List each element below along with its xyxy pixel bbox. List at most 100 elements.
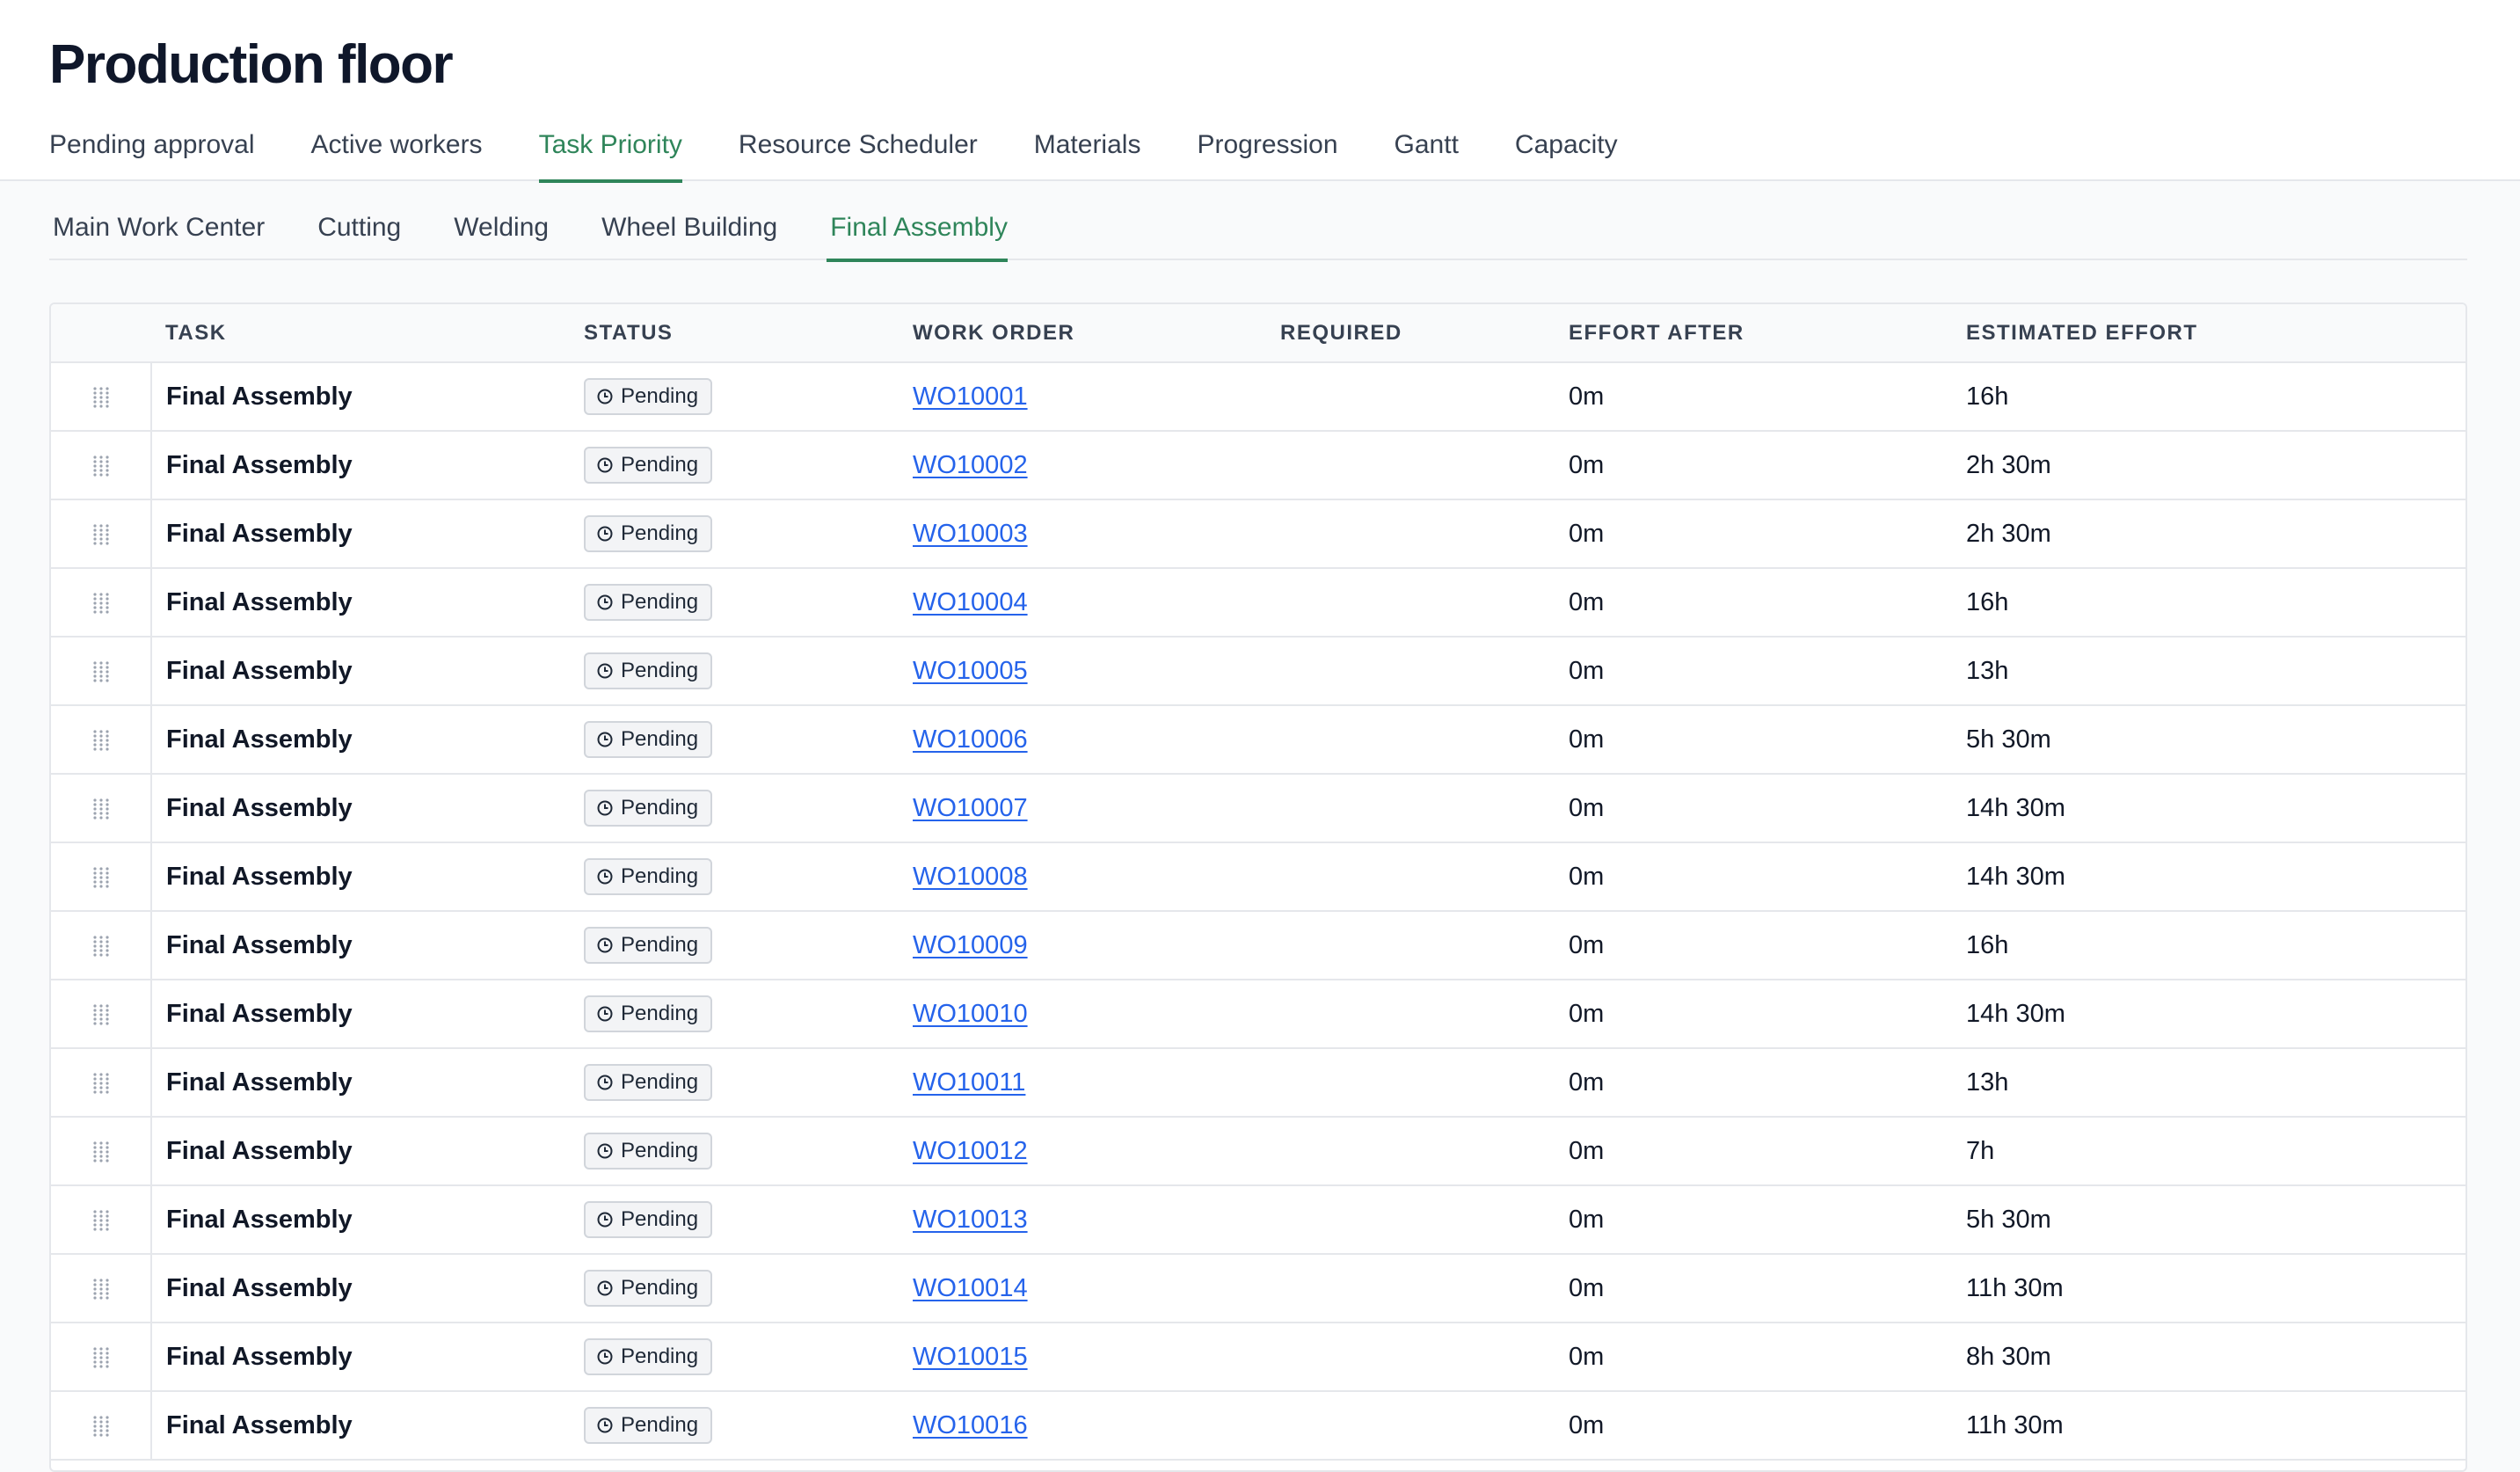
drag-handle-icon[interactable] xyxy=(92,1415,110,1438)
status-label: Pending xyxy=(621,933,699,957)
table-row[interactable]: Final Assembly Pending WO10005 0m 13h xyxy=(51,637,2465,706)
tab-materials[interactable]: Materials xyxy=(1033,130,1141,159)
subtab-final-assembly[interactable]: Final Assembly xyxy=(827,208,1008,262)
drag-handle-cell[interactable] xyxy=(51,431,152,500)
drag-handle-cell[interactable] xyxy=(51,1117,152,1186)
work-order-link[interactable]: WO10008 xyxy=(913,862,1028,891)
tab-resource-scheduler[interactable]: Resource Scheduler xyxy=(738,130,978,159)
table-row[interactable]: Final Assembly Pending WO10015 0m 8h 30m xyxy=(51,1323,2465,1392)
drag-column-header xyxy=(51,304,151,363)
effort-after-cell: 0m xyxy=(1555,1323,1952,1392)
status-cell: Pending xyxy=(570,1391,899,1461)
drag-handle-cell[interactable] xyxy=(51,705,152,775)
drag-handle-cell[interactable] xyxy=(51,568,152,638)
subtab-cutting[interactable]: Cutting xyxy=(317,213,402,242)
work-order-link[interactable]: WO10016 xyxy=(913,1410,1028,1439)
drag-handle-icon[interactable] xyxy=(92,592,110,615)
work-order-link[interactable]: WO10013 xyxy=(913,1205,1028,1234)
status-cell: Pending xyxy=(570,911,899,980)
tab-task-priority[interactable]: Task Priority xyxy=(538,125,683,183)
drag-handle-icon[interactable] xyxy=(92,1003,110,1026)
work-order-link[interactable]: WO10001 xyxy=(913,382,1028,411)
drag-handle-cell[interactable] xyxy=(51,1391,152,1461)
table-row[interactable]: Final Assembly Pending WO10013 0m 5h 30m xyxy=(51,1185,2465,1255)
work-order-cell: WO10015 xyxy=(899,1323,1266,1392)
work-order-link[interactable]: WO10011 xyxy=(913,1068,1026,1097)
table-row[interactable]: Final Assembly Pending WO10008 0m 14h 30m xyxy=(51,842,2465,912)
drag-handle-cell[interactable] xyxy=(51,637,152,706)
column-header-effort-after[interactable]: EFFORT AFTER xyxy=(1555,304,1952,363)
required-cell xyxy=(1266,842,1555,912)
drag-handle-cell[interactable] xyxy=(51,842,152,912)
drag-handle-cell[interactable] xyxy=(51,911,152,980)
effort-after-cell: 0m xyxy=(1555,362,1952,432)
drag-handle-icon[interactable] xyxy=(92,1140,110,1163)
drag-handle-icon[interactable] xyxy=(92,1346,110,1369)
drag-handle-cell[interactable] xyxy=(51,499,152,569)
drag-handle-icon[interactable] xyxy=(92,1209,110,1232)
work-order-link[interactable]: WO10010 xyxy=(913,999,1028,1028)
subtab-main-work-center[interactable]: Main Work Center xyxy=(53,213,266,242)
drag-handle-cell[interactable] xyxy=(51,1323,152,1392)
drag-handle-cell[interactable] xyxy=(51,1185,152,1255)
table-row[interactable]: Final Assembly Pending WO10009 0m 16h xyxy=(51,911,2465,980)
tab-active-workers[interactable]: Active workers xyxy=(310,130,483,159)
column-header-required[interactable]: REQUIRED xyxy=(1266,304,1555,363)
status-cell: Pending xyxy=(570,1117,899,1186)
table-row[interactable]: Final Assembly Pending WO10014 0m 11h 30m xyxy=(51,1254,2465,1323)
table-row[interactable]: Final Assembly Pending WO10011 0m 13h xyxy=(51,1048,2465,1118)
status-label: Pending xyxy=(621,1207,699,1231)
table-row[interactable]: Final Assembly Pending WO10002 0m 2h 30m xyxy=(51,431,2465,500)
table-row[interactable]: Final Assembly Pending WO10010 0m 14h 30m xyxy=(51,980,2465,1049)
column-header-estimated-effort[interactable]: ESTIMATED EFFORT xyxy=(1952,304,2465,363)
table-row[interactable]: Final Assembly Pending WO10006 0m 5h 30m xyxy=(51,705,2465,775)
drag-handle-cell[interactable] xyxy=(51,1048,152,1118)
work-order-link[interactable]: WO10007 xyxy=(913,793,1028,822)
work-order-link[interactable]: WO10003 xyxy=(913,519,1028,548)
subtab-welding[interactable]: Welding xyxy=(454,213,550,242)
work-order-link[interactable]: WO10014 xyxy=(913,1273,1028,1302)
column-header-task[interactable]: TASK xyxy=(151,304,570,363)
drag-handle-cell[interactable] xyxy=(51,1254,152,1323)
drag-handle-cell[interactable] xyxy=(51,980,152,1049)
drag-handle-icon[interactable] xyxy=(92,386,110,409)
table-row[interactable]: Final Assembly Pending WO10004 0m 16h xyxy=(51,568,2465,638)
table-header-row: TASK STATUS WORK ORDER REQUIRED EFFORT A… xyxy=(51,304,2465,363)
status-badge: Pending xyxy=(584,378,713,415)
table-row[interactable]: Final Assembly Pending WO10012 0m 7h xyxy=(51,1117,2465,1186)
drag-handle-icon[interactable] xyxy=(92,660,110,683)
drag-handle-icon[interactable] xyxy=(92,798,110,820)
table-row[interactable]: Final Assembly Pending WO10001 0m 16h xyxy=(51,362,2465,432)
table-row[interactable]: Final Assembly Pending WO10003 0m 2h 30m xyxy=(51,499,2465,569)
tab-pending-approval[interactable]: Pending approval xyxy=(49,130,255,159)
work-order-link[interactable]: WO10005 xyxy=(913,656,1028,685)
work-order-link[interactable]: WO10006 xyxy=(913,725,1028,754)
column-header-status[interactable]: STATUS xyxy=(570,304,899,363)
estimated-effort-cell: 16h xyxy=(1952,362,2465,432)
work-order-link[interactable]: WO10002 xyxy=(913,450,1028,479)
status-label: Pending xyxy=(621,521,699,545)
table-row[interactable]: Final Assembly Pending WO10016 0m 11h 30m xyxy=(51,1391,2465,1461)
drag-handle-icon[interactable] xyxy=(92,523,110,546)
drag-handle-cell[interactable] xyxy=(51,774,152,843)
tab-progression[interactable]: Progression xyxy=(1197,130,1338,159)
work-order-link[interactable]: WO10009 xyxy=(913,930,1028,959)
drag-handle-icon[interactable] xyxy=(92,1072,110,1095)
drag-handle-cell[interactable] xyxy=(51,362,152,432)
subtab-wheel-building[interactable]: Wheel Building xyxy=(601,213,778,242)
work-order-link[interactable]: WO10004 xyxy=(913,587,1028,616)
drag-handle-icon[interactable] xyxy=(92,455,110,477)
drag-handle-icon[interactable] xyxy=(92,866,110,889)
estimated-effort-cell: 8h 30m xyxy=(1952,1323,2465,1392)
required-cell xyxy=(1266,1254,1555,1323)
work-order-link[interactable]: WO10015 xyxy=(913,1342,1028,1371)
drag-handle-icon[interactable] xyxy=(92,1278,110,1301)
work-order-cell: WO10010 xyxy=(899,980,1266,1049)
work-order-link[interactable]: WO10012 xyxy=(913,1136,1028,1165)
tab-gantt[interactable]: Gantt xyxy=(1394,130,1459,159)
drag-handle-icon[interactable] xyxy=(92,935,110,958)
tab-capacity[interactable]: Capacity xyxy=(1514,130,1618,159)
column-header-work-order[interactable]: WORK ORDER xyxy=(899,304,1266,363)
drag-handle-icon[interactable] xyxy=(92,729,110,752)
table-row[interactable]: Final Assembly Pending WO10007 0m 14h 30m xyxy=(51,774,2465,843)
